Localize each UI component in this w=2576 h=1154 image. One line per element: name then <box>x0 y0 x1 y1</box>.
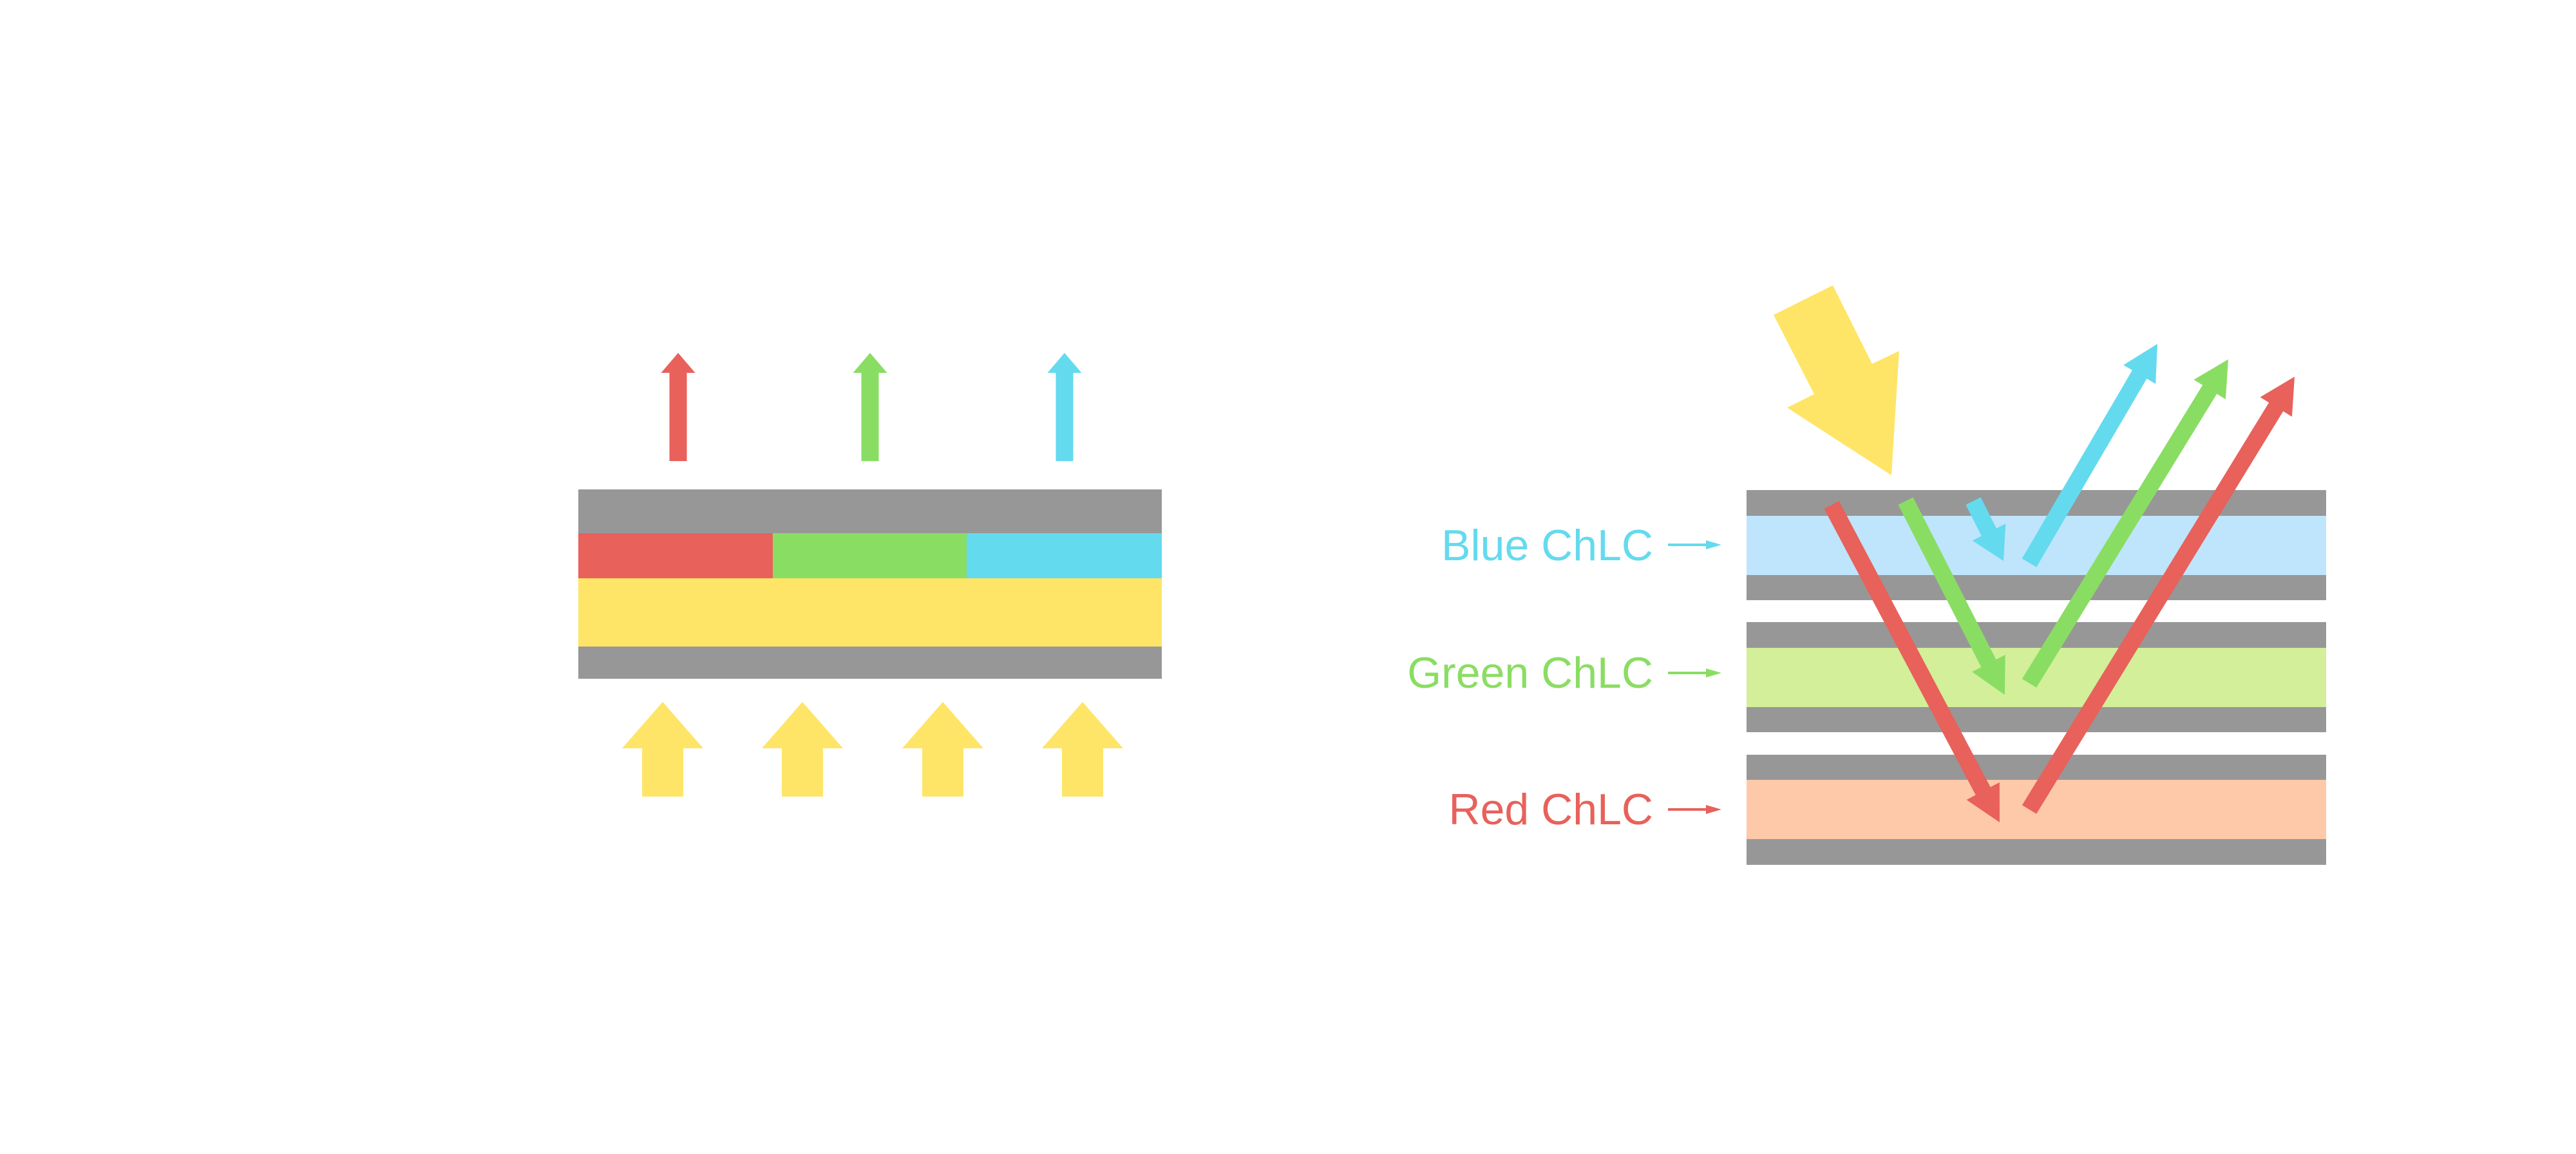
red-chlc-label: Red ChLC <box>1449 785 1654 834</box>
blue-chlc-label: Blue ChLC <box>1441 521 1653 570</box>
green-bottom-gray <box>1747 707 2326 732</box>
green-top-gray <box>1747 622 2326 648</box>
backlight-arrow-2 <box>762 702 843 797</box>
green-label-pointer-arrow <box>1668 668 1721 677</box>
blue-incident-arrow <box>1965 497 2006 561</box>
yellow-backlight-layer <box>578 578 1162 647</box>
red-label-pointer-arrow <box>1668 805 1721 814</box>
cyan-filter <box>967 533 1162 578</box>
green-filter <box>773 533 967 578</box>
red-incident-arrow <box>1824 500 2000 822</box>
backlight-arrow-4 <box>1042 702 1123 797</box>
green-emitted-arrow <box>853 353 887 461</box>
red-filter <box>578 533 773 578</box>
incident-light-arrow <box>1774 285 1899 475</box>
red-emitted-arrow <box>661 353 696 461</box>
red-top-gray <box>1747 755 2326 780</box>
red-reflected-arrow <box>2022 377 2295 814</box>
blue-label-pointer-arrow <box>1668 540 1721 549</box>
backlight-arrow-3 <box>902 702 983 797</box>
backlight-arrow-1 <box>622 702 703 797</box>
green-reflected-arrow <box>2022 359 2228 688</box>
blue-bottom-gray <box>1747 575 2326 600</box>
top-gray-layer <box>578 489 1162 533</box>
green-incident-arrow <box>1898 497 2005 695</box>
cyan-emitted-arrow <box>1047 353 1082 461</box>
red-bottom-gray <box>1747 839 2326 865</box>
left-diagram <box>578 353 1162 797</box>
right-diagram: Blue ChLC Green ChLC Red ChLC <box>1407 285 2326 865</box>
green-chlc-label: Green ChLC <box>1407 648 1653 697</box>
bottom-gray-layer <box>578 647 1162 679</box>
blue-reflected-arrow <box>2022 344 2157 567</box>
